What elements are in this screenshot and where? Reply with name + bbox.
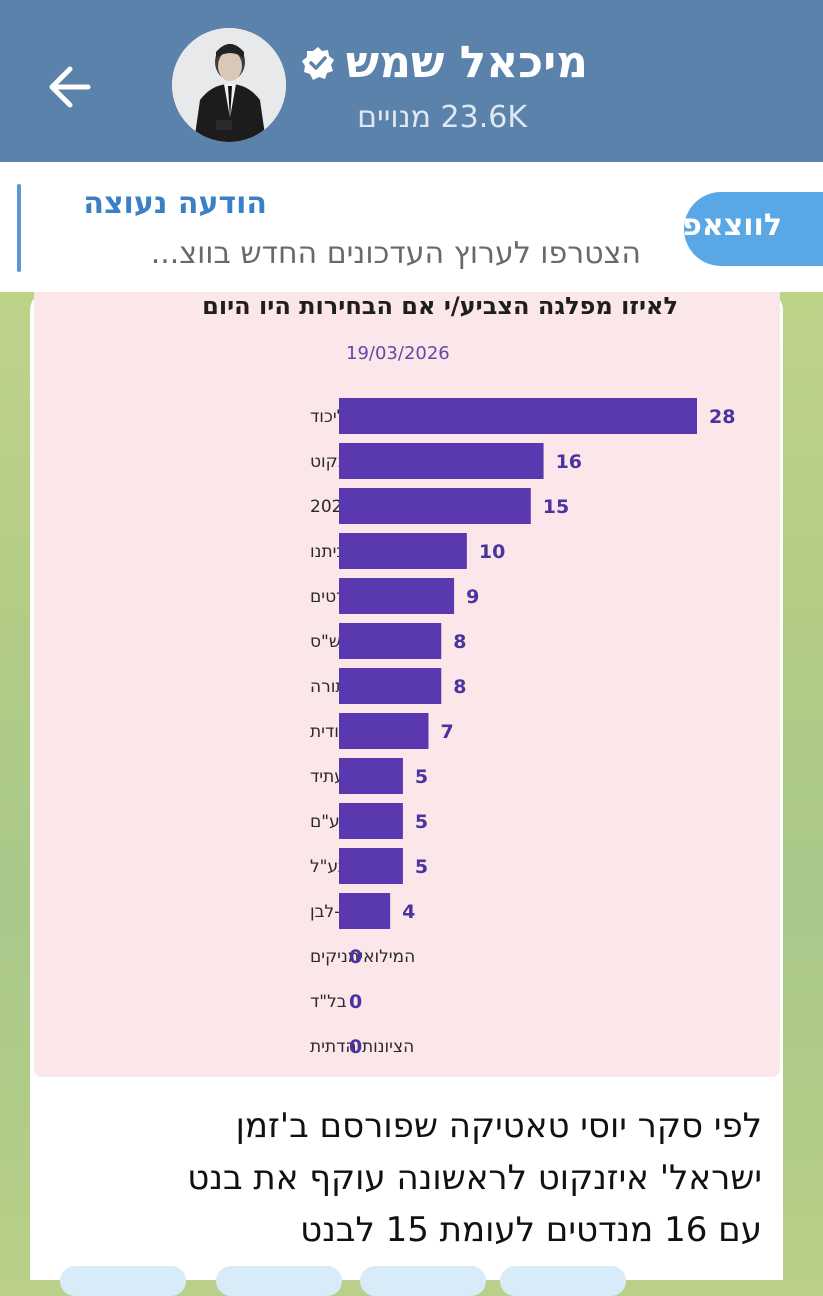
category-label: הציונות הדתית <box>310 1037 414 1057</box>
reaction-button[interactable] <box>360 1266 486 1296</box>
caption-line: ישראל' איזנקוט לראשונה עוקף את בנט <box>187 1158 762 1198</box>
back-button[interactable] <box>40 55 104 119</box>
value-label: 4 <box>402 901 415 923</box>
bar <box>339 803 403 839</box>
bar <box>339 848 403 884</box>
bar <box>339 713 429 749</box>
value-label: 8 <box>453 631 466 653</box>
value-label: 10 <box>479 541 505 563</box>
verified-badge-icon <box>301 47 334 80</box>
value-label: 0 <box>349 1036 362 1058</box>
value-label: 7 <box>441 721 454 743</box>
value-label: 9 <box>466 586 479 608</box>
value-label: 16 <box>556 451 582 473</box>
channel-title[interactable]: מיכאל שמש <box>300 38 588 88</box>
bar <box>339 533 467 569</box>
bar <box>339 668 442 704</box>
value-label: 8 <box>453 676 466 698</box>
value-label: 15 <box>543 496 569 518</box>
pinned-action-button[interactable]: לווצאפ <box>684 192 823 266</box>
value-label: 5 <box>415 856 428 878</box>
category-label: בל"ד <box>310 992 347 1012</box>
channel-header: מיכאל שמש 23.6K מנויים <box>0 0 823 162</box>
bar <box>339 398 697 434</box>
value-label: 28 <box>709 406 735 428</box>
value-label: 0 <box>349 946 362 968</box>
channel-avatar[interactable] <box>172 28 286 142</box>
bar <box>339 578 455 614</box>
reaction-button[interactable] <box>216 1266 342 1296</box>
pinned-indicator <box>17 184 21 272</box>
value-label: 0 <box>349 991 362 1013</box>
value-label: 5 <box>415 766 428 788</box>
arrow-left-icon <box>49 66 91 108</box>
chart-date: 19/03/2026 <box>346 343 450 364</box>
category-label: ש"ס <box>310 632 341 652</box>
caption-line: עם 16 מנדטים לעומת 15 לבנט <box>300 1210 762 1250</box>
category-label: המילואימניקים <box>310 947 415 967</box>
poll-bar-chart: הליכוד28ישר בראשות איזנקוט16בנט 202615יש… <box>310 398 735 1058</box>
bar <box>339 488 531 524</box>
value-label: 5 <box>415 811 428 833</box>
message-caption: לפי סקר יוסי טאטיקה שפורסם ב'זמן ישראל' … <box>40 1100 762 1256</box>
chart-title: לאיזו מפלגה הצביע/י אם הבחירות היו היום <box>202 292 678 320</box>
pinned-title: הודעה נעוצה <box>83 186 267 221</box>
pinned-action-label: לווצאפ <box>684 208 782 243</box>
caption-line: לפי סקר יוסי טאטיקה שפורסם ב'זמן <box>235 1106 762 1146</box>
subscriber-count: 23.6K מנויים <box>357 100 527 135</box>
bar <box>339 443 544 479</box>
bar <box>339 893 391 929</box>
bar <box>339 758 403 794</box>
pinned-preview-text: הצטרפו לערוץ העדכונים החדש בווצ... <box>150 236 641 271</box>
channel-name: מיכאל שמש <box>345 37 588 88</box>
reaction-button[interactable] <box>60 1266 186 1296</box>
bar <box>339 623 442 659</box>
reaction-button[interactable] <box>500 1266 626 1296</box>
reactions-row <box>60 1266 740 1296</box>
